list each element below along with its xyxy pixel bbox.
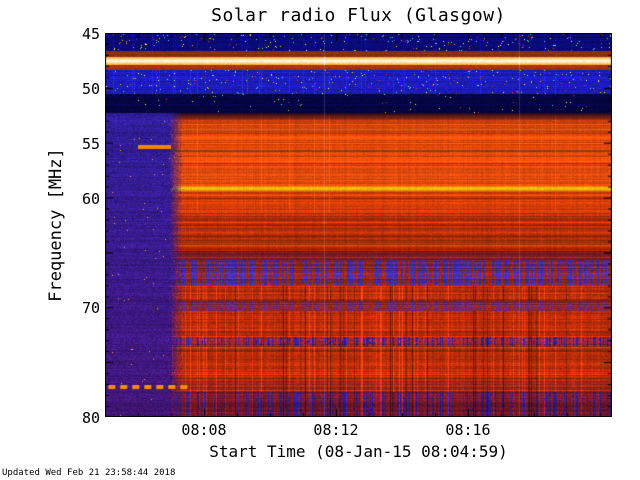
- spectrogram-heatmap: [105, 33, 612, 417]
- x-axis-title: Start Time (08-Jan-15 08:04:59): [209, 442, 508, 461]
- y-tick-label: 50: [81, 79, 100, 98]
- x-tick-label: 08:12: [313, 421, 359, 439]
- y-tick-label: 70: [81, 299, 100, 318]
- x-tick-label: 08:08: [181, 421, 227, 439]
- y-tick-label: 80: [81, 409, 100, 427]
- y-axis-title: Frequency [MHz]: [46, 148, 66, 302]
- chart-title: Solar radio Flux (Glasgow): [211, 5, 506, 26]
- y-tick-label: 45: [81, 25, 100, 43]
- y-tick-label: 60: [81, 189, 100, 208]
- x-tick-label: 08:16: [445, 421, 491, 439]
- updated-timestamp: Updated Wed Feb 21 23:58:44 2018: [2, 468, 176, 478]
- y-tick-label: 55: [81, 134, 100, 153]
